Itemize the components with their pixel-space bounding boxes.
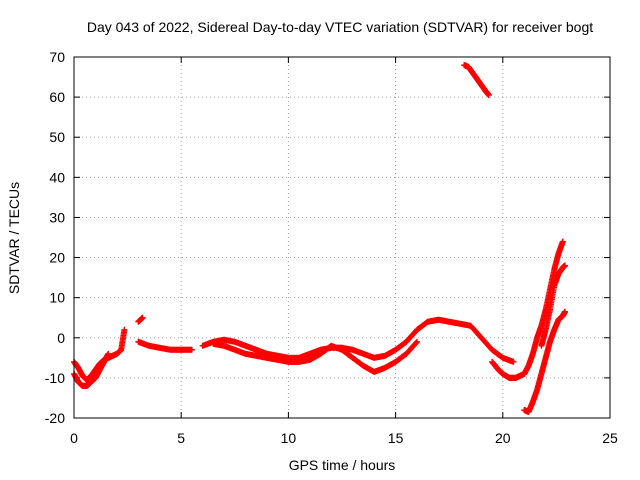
- series-arc-3: [135, 314, 146, 325]
- data-point: [413, 339, 420, 346]
- y-tick-labels: -20 -10 0 10 20 30 40 50 60 70: [45, 49, 65, 426]
- data-point: [105, 350, 112, 357]
- x-tick-label: 10: [281, 430, 297, 446]
- y-tick-label: 20: [49, 250, 65, 266]
- x-tick-labels: 0 5 10 15 20 25: [70, 430, 618, 446]
- data-point: [561, 308, 568, 315]
- y-tick-label: 70: [49, 49, 65, 65]
- y-tick-label: 40: [49, 169, 65, 185]
- x-tick-label: 15: [388, 430, 404, 446]
- data-point: [121, 326, 128, 333]
- data-point: [485, 92, 492, 99]
- series-arc-10: [538, 262, 568, 349]
- data-points: [71, 62, 568, 415]
- data-point: [561, 262, 568, 269]
- y-tick-label: -10: [45, 370, 65, 386]
- y-axis-label: SDTVAR / TECUs: [6, 182, 22, 294]
- y-tick-label: 0: [57, 330, 65, 346]
- series-arc-8: [489, 238, 566, 381]
- y-tick-label: 50: [49, 129, 65, 145]
- plot-frame: [73, 56, 611, 419]
- chart-title: Day 043 of 2022, Sidereal Day-to-day VTE…: [87, 19, 593, 35]
- series-arc-7: [461, 62, 492, 99]
- x-tick-label: 20: [495, 430, 511, 446]
- data-point: [510, 358, 517, 365]
- y-tick-label: 30: [49, 209, 65, 225]
- x-tick-label: 25: [602, 430, 618, 446]
- data-point: [188, 346, 195, 353]
- series-arc-4: [135, 338, 195, 353]
- y-tick-label: -20: [45, 410, 65, 426]
- data-point: [559, 238, 566, 245]
- series-arc-9: [521, 308, 568, 415]
- x-tick-label: 0: [70, 430, 78, 446]
- series-arc-5: [199, 316, 517, 365]
- y-tick-label: 10: [49, 290, 65, 306]
- grid-lines: [74, 57, 610, 418]
- series-arc-6: [210, 338, 421, 375]
- x-axis-label: GPS time / hours: [289, 457, 396, 473]
- data-point: [414, 338, 421, 345]
- data-point: [139, 314, 146, 321]
- y-tick-label: 60: [49, 89, 65, 105]
- x-tick-label: 5: [177, 430, 185, 446]
